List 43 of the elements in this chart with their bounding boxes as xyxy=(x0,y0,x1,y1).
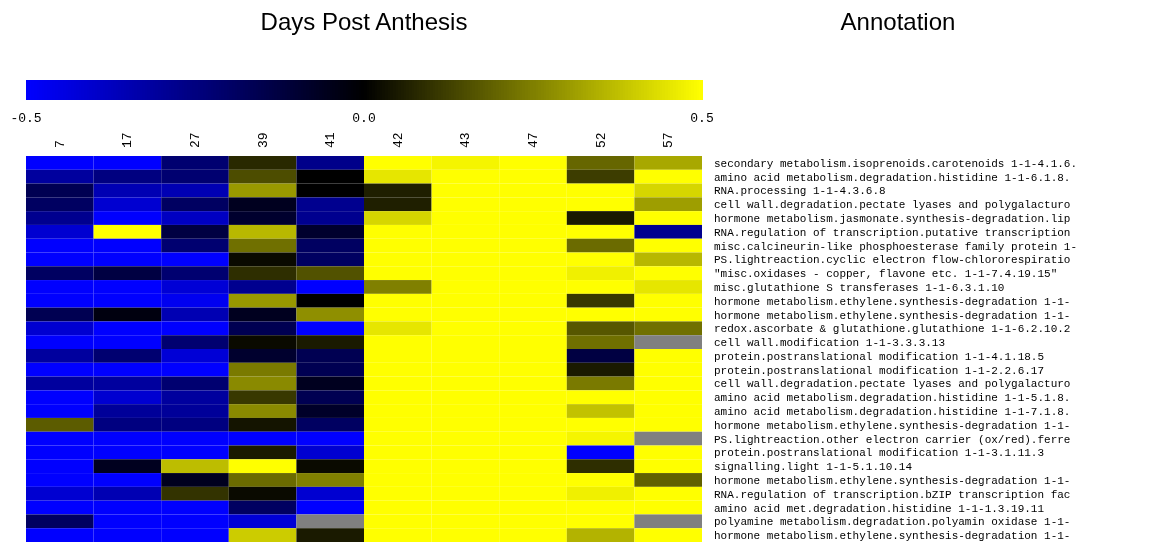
y-tick-label: amino acid metabolism.degradation.histidine 1-1-6.1.8. xyxy=(714,171,1071,184)
y-tick-label: amino acid metabolism.degradation.histidine 1-1-5.1.8. xyxy=(714,392,1071,405)
y-tick-label: PS.lightreaction.other electron carrier (ox/red).ferre xyxy=(714,433,1071,446)
y-tick-label: hormone metabolism.jasmonate.synthesis-degradation.lip xyxy=(714,213,1071,226)
color-bar-label: 0.0 xyxy=(352,111,376,126)
y-tick-label: misc.glutathione S transferases 1-1-6.3.1.10 xyxy=(714,281,1005,294)
x-tick-label: 27 xyxy=(188,132,203,148)
y-tick-label: cell wall.degradation.pectate lyases and polygalacturo xyxy=(714,378,1071,391)
y-tick-label: hormone metabolism.ethylene.synthesis-degradation 1-1- xyxy=(714,295,1071,308)
y-tick-label: cell wall.degradation.pectate lyases and polygalacturo xyxy=(714,199,1071,212)
y-tick-label: secondary metabolism.isoprenoids.carotenoids 1-1-4.1.6. xyxy=(714,157,1078,170)
y-tick-label: PS.lightreaction.cyclic electron flow-chlororespiratio xyxy=(714,254,1071,267)
y-tick-label: hormone metabolism.ethylene.synthesis-degradation 1-1- xyxy=(714,474,1071,487)
y-tick-label: "misc.oxidases - copper, flavone etc. 1-1-7.4.19.15" xyxy=(714,268,1058,281)
y-tick-label: amino acid metabolism.degradation.histidine 1-1-7.1.8. xyxy=(714,406,1071,419)
y-tick-label: misc.calcineurin-like phosphoesterase family protein 1- xyxy=(714,240,1078,253)
chart-title: Days Post Anthesis xyxy=(259,8,469,36)
y-tick-label: redox.ascorbate & glutathione.glutathione 1-1-6.2.10.2 xyxy=(714,323,1071,336)
y-tick-label: hormone metabolism.ethylene.synthesis-degradation 1-1- xyxy=(714,530,1071,543)
x-tick-label: 42 xyxy=(390,132,406,148)
color-bar-label: 0.5 xyxy=(690,111,714,126)
y-tick-label: RNA.processing 1-1-4.3.6.8 xyxy=(714,185,886,198)
x-tick-label: 17 xyxy=(120,132,136,148)
y-tick-label: polyamine metabolism.degradation.polyamin oxidase 1-1- xyxy=(714,516,1071,529)
y-tick-label: protein.postranslational modification 1-1-2.2.6.17 xyxy=(714,364,1045,377)
x-tick-label: 52 xyxy=(593,132,609,148)
x-tick-label: 43 xyxy=(458,132,474,148)
x-tick-label: 7 xyxy=(52,140,68,148)
y-tick-label: hormone metabolism.ethylene.synthesis-degradation 1-1- xyxy=(714,309,1071,322)
x-tick-label: 39 xyxy=(255,132,271,148)
color-bar-label: -0.5 xyxy=(10,111,42,126)
x-tick-label: 47 xyxy=(526,132,541,148)
y-tick-label: RNA.regulation of transcription.bZIP transcription fac xyxy=(714,488,1071,501)
y-tick-label: protein.postranslational modification 1-1-4.1.18.5 xyxy=(714,350,1045,363)
y-tick-label: signalling.light 1-1-5.1.10.14 xyxy=(714,461,913,474)
y-tick-label: cell wall.modification 1-1-3.3.3.13 xyxy=(714,337,946,350)
x-tick-label: 41 xyxy=(323,132,339,148)
y-tick-label: hormone metabolism.ethylene.synthesis-degradation 1-1- xyxy=(714,419,1071,432)
text: Annotation xyxy=(839,8,957,36)
y-tick-label: RNA.regulation of transcription.putative transcription xyxy=(714,226,1071,239)
y-tick-label: protein.postranslational modification 1-1-3.1.11.3 xyxy=(714,447,1045,460)
y-tick-label: amino acid met.degradation.histidine 1-1-1.3.19.11 xyxy=(714,502,1045,515)
x-tick-label: 57 xyxy=(661,132,677,148)
